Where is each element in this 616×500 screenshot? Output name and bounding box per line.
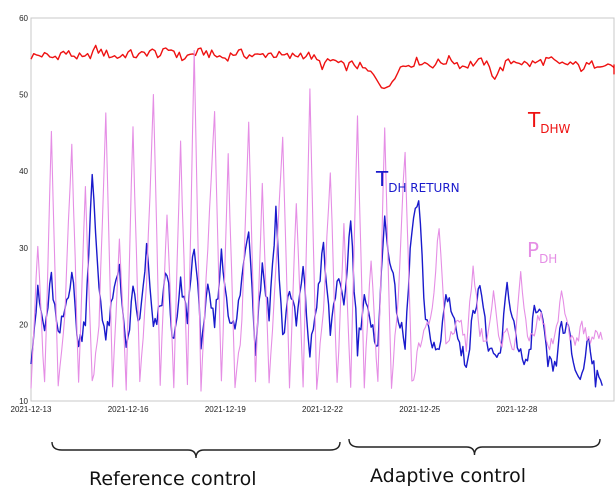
y-tick-label: 50 [19, 91, 28, 100]
adaptive-control-bracket [348, 438, 601, 456]
period-brackets [51, 438, 601, 459]
y-tick-label: 30 [19, 244, 28, 253]
series-labels: TDHW TDH RETURN PDH [375, 108, 570, 266]
series-label-p-dh: PDH [527, 238, 557, 266]
series-label-t-dhw: TDHW [527, 108, 570, 136]
adaptive-control-label: Adaptive control [370, 465, 526, 487]
y-tick-label: 60 [19, 14, 28, 23]
reference-control-bracket [51, 441, 341, 459]
x-tick-labels: 2021-12-13 2021-12-16 2021-12-19 2021-12-22… [11, 405, 538, 414]
y-tick-label: 20 [19, 320, 28, 329]
x-tick-label: 2021-12-13 [11, 405, 52, 414]
y-tick-label: 10 [19, 397, 28, 406]
reference-control-label: Reference control [89, 468, 257, 490]
series-label-t-dh-return: TDH RETURN [375, 167, 460, 195]
x-tick-label: 2021-12-19 [205, 405, 246, 414]
axes [30, 17, 615, 402]
x-tick-label: 2021-12-28 [496, 405, 537, 414]
y-tick-labels: 10 20 30 40 50 60 [19, 14, 28, 406]
series-line-t-dh-return [30, 173, 603, 388]
plot-area [30, 17, 615, 402]
series-line-p-dh [30, 50, 603, 392]
series-lines [30, 44, 615, 392]
x-tick-label: 2021-12-25 [399, 405, 440, 414]
series-line-t-dhw [30, 44, 615, 90]
x-tick-label: 2021-12-22 [302, 405, 343, 414]
x-tick-label: 2021-12-16 [108, 405, 149, 414]
y-tick-label: 40 [19, 167, 28, 176]
